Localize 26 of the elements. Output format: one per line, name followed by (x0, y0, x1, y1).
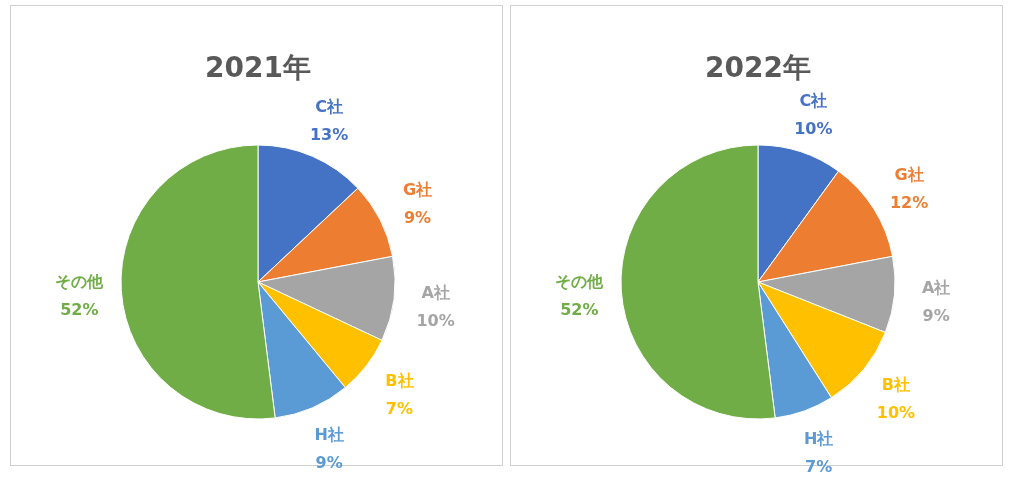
data-label: 7% (805, 457, 833, 477)
data-label: 52% (560, 300, 599, 320)
chart-title: 2021年 (205, 51, 311, 84)
data-label: 10% (876, 403, 916, 423)
slice-label: その他 (55, 272, 105, 292)
slice-label: C社 (799, 90, 828, 110)
slice-label: H社 (803, 429, 834, 449)
slice-label: C社 (315, 96, 343, 116)
slice-label: H社 (314, 425, 344, 445)
slice-label: B社 (881, 375, 911, 395)
data-label: 9% (922, 305, 950, 325)
data-label: 9% (403, 207, 432, 227)
data-label: 9% (315, 453, 343, 473)
data-label: 10% (416, 311, 455, 331)
slice-label: その他 (555, 272, 605, 292)
data-label: 12% (889, 193, 929, 213)
slice-label: B社 (385, 370, 414, 390)
slice-label: A社 (421, 283, 450, 303)
chart-title: 2022年 (705, 51, 811, 84)
data-label: 52% (60, 300, 99, 320)
slice-label: G社 (894, 165, 924, 185)
data-label: 13% (309, 124, 349, 144)
slice-label: A社 (922, 277, 951, 297)
data-label: 10% (794, 118, 833, 138)
data-label: 7% (385, 398, 414, 418)
slice-label: G社 (402, 179, 433, 199)
